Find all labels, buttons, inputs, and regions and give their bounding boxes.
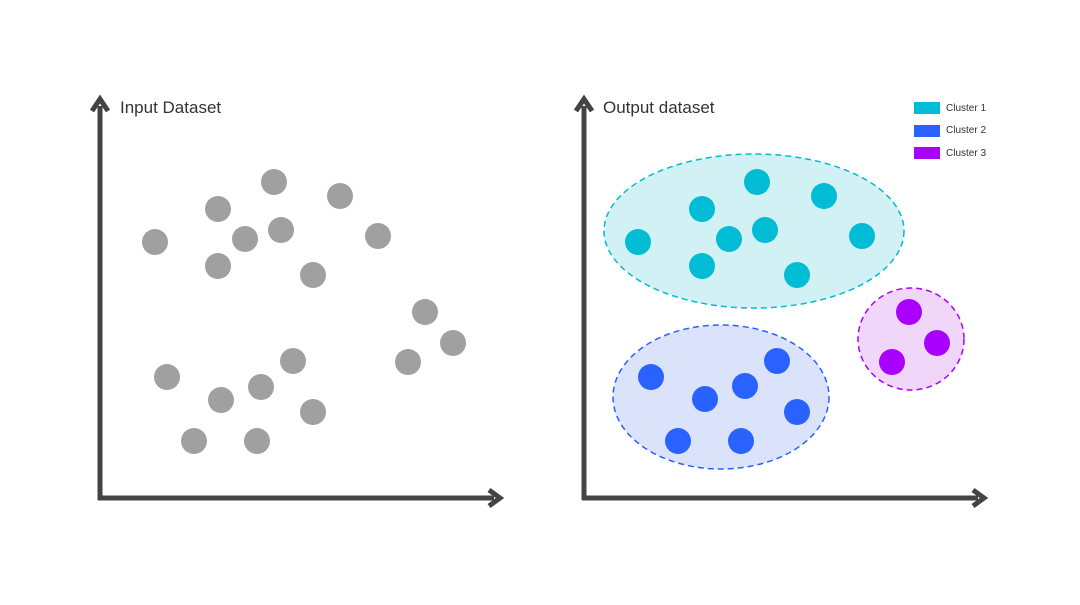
input-data-point [208, 387, 234, 413]
input-dataset-panel [89, 94, 505, 509]
legend-swatch-cluster-1 [914, 102, 940, 115]
legend: Cluster 1 Cluster 2 Cluster 3 [914, 97, 986, 165]
cluster-2-data-point [692, 386, 718, 412]
cluster-1-data-point [625, 229, 651, 255]
cluster-2-region [612, 324, 830, 470]
cluster-1-data-point [811, 183, 837, 209]
input-data-point [244, 428, 270, 454]
cluster-3-data-point [879, 349, 905, 375]
input-dataset-title: Input Dataset [120, 98, 222, 117]
input-data-point [181, 428, 207, 454]
legend-label-cluster-3: Cluster 3 [946, 147, 987, 159]
input-data-point [440, 330, 466, 356]
cluster-3-data-point [924, 330, 950, 356]
cluster-2-data-point [665, 428, 691, 454]
input-data-point [205, 253, 231, 279]
input-y-axis [89, 94, 111, 500]
input-data-point [300, 399, 326, 425]
legend-label-cluster-2: Cluster 2 [946, 125, 987, 137]
cluster-1-data-point [689, 253, 715, 279]
input-data-point [154, 364, 180, 390]
legend-swatch-cluster-2 [914, 124, 940, 137]
legend-item-cluster-1: Cluster 1 [914, 97, 986, 120]
cluster-1-data-point [752, 217, 778, 243]
output-dataset-title: Output dataset [603, 98, 715, 117]
cluster-1-data-point [744, 169, 770, 195]
legend-item-cluster-2: Cluster 2 [914, 120, 986, 143]
input-data-point [205, 196, 231, 222]
input-data-point [395, 349, 421, 375]
output-y-axis [573, 94, 595, 500]
input-data-point [327, 183, 353, 209]
cluster-1-data-point [784, 262, 810, 288]
input-data-point [268, 217, 294, 243]
input-data-point [261, 169, 287, 195]
cluster-2-data-point [728, 428, 754, 454]
cluster-1-data-point [716, 226, 742, 252]
input-data-point [142, 229, 168, 255]
output-dataset-panel [573, 94, 989, 509]
input-data-point [248, 374, 274, 400]
legend-label-cluster-1: Cluster 1 [946, 102, 987, 114]
cluster-3-data-point [896, 299, 922, 325]
input-points [142, 169, 466, 454]
output-points [625, 169, 950, 454]
input-x-axis [98, 487, 505, 509]
input-data-point [280, 348, 306, 374]
cluster-2-data-point [732, 373, 758, 399]
cluster-1-data-point [689, 196, 715, 222]
cluster-2-data-point [764, 348, 790, 374]
input-data-point [412, 299, 438, 325]
cluster-2-data-point [784, 399, 810, 425]
legend-swatch-cluster-3 [914, 147, 940, 160]
input-data-point [232, 226, 258, 252]
input-data-point [365, 223, 391, 249]
input-data-point [300, 262, 326, 288]
cluster-1-data-point [849, 223, 875, 249]
cluster-2-data-point [638, 364, 664, 390]
legend-item-cluster-3: Cluster 3 [914, 142, 986, 165]
output-x-axis [582, 487, 989, 509]
